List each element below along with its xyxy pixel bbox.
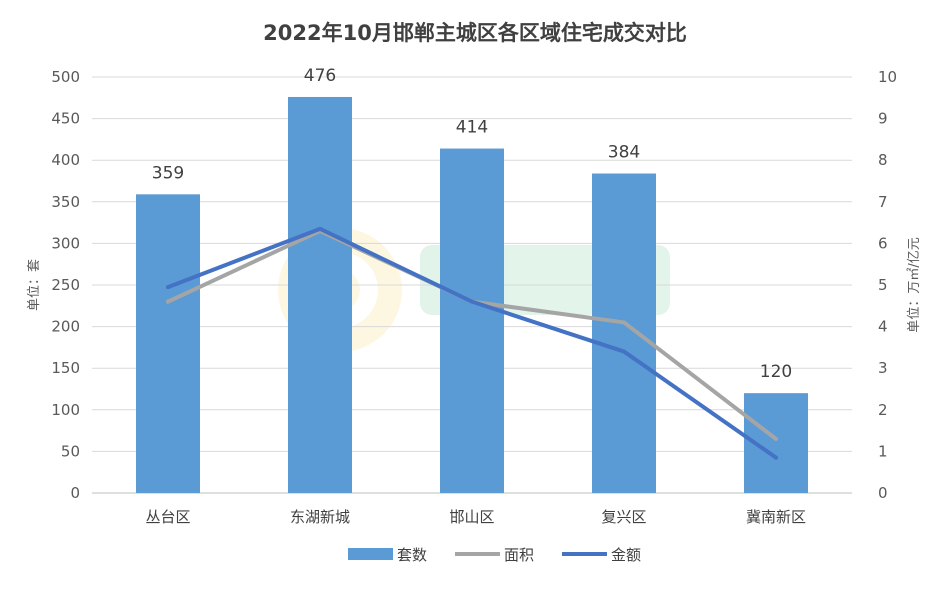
line-point	[622, 349, 626, 354]
bar-data-label: 414	[456, 118, 488, 138]
right-tick-label: 1	[878, 442, 888, 460]
legend-label: 金额	[611, 546, 641, 564]
right-tick-label: 4	[878, 318, 888, 336]
left-tick-label: 350	[51, 193, 80, 211]
line-point	[774, 436, 778, 441]
left-tick-label: 400	[51, 151, 80, 169]
chart-title: 2022年10月邯郸主城区各区域住宅成交对比	[263, 21, 687, 45]
bar	[136, 194, 200, 493]
line-point	[470, 299, 474, 304]
line-point	[622, 320, 626, 325]
legend-label: 套数	[397, 546, 427, 564]
left-tick-label: 250	[51, 276, 80, 294]
bar	[440, 148, 504, 493]
left-tick-label: 200	[51, 318, 80, 336]
legend-label: 面积	[504, 546, 534, 564]
line-point	[166, 285, 170, 290]
right-tick-label: 6	[878, 234, 888, 252]
left-axis-title: 单位：套	[26, 259, 42, 311]
line-point	[774, 455, 778, 460]
left-tick-label: 150	[51, 359, 80, 377]
right-tick-label: 0	[878, 484, 888, 502]
left-tick-label: 450	[51, 110, 80, 128]
left-tick-label: 300	[51, 234, 80, 252]
right-axis-title: 单位：万㎡/亿元	[907, 237, 922, 332]
right-tick-label: 7	[878, 193, 888, 211]
right-tick-label: 8	[878, 151, 888, 169]
right-tick-label: 9	[878, 110, 888, 128]
line-point	[318, 226, 322, 231]
left-tick-label: 50	[61, 442, 80, 460]
legend: 套数 面积 金额	[348, 546, 641, 564]
bar	[592, 173, 656, 493]
bar	[288, 96, 352, 493]
bar-series	[136, 96, 808, 493]
right-tick-label: 3	[878, 359, 888, 377]
bar-data-label: 384	[608, 143, 640, 163]
category-label: 邯山区	[449, 508, 494, 526]
bar-data-label: 120	[760, 362, 792, 382]
left-tick-label: 500	[51, 68, 80, 86]
category-label: 东湖新城	[290, 508, 350, 526]
bar-data-labels: 359 476 414 384 120	[152, 66, 792, 382]
bar-data-label: 359	[152, 163, 184, 183]
right-tick-label: 10	[878, 68, 897, 86]
category-labels: 丛台区 东湖新城 邯山区 复兴区 冀南新区	[145, 508, 806, 526]
category-label: 复兴区	[601, 508, 646, 526]
line-series	[166, 226, 778, 460]
right-axis-ticks: 0 1 2 3 4 5 6 7 8 9 10	[878, 68, 897, 502]
left-axis-ticks: 0 50 100 150 200 250 300 350 400 450 500	[51, 68, 80, 502]
line-point	[166, 299, 170, 304]
category-label: 冀南新区	[746, 508, 806, 526]
left-tick-label: 100	[51, 401, 80, 419]
category-label: 丛台区	[145, 508, 190, 526]
bar-data-label: 476	[304, 66, 336, 86]
left-tick-label: 0	[70, 484, 80, 502]
right-tick-label: 2	[878, 401, 888, 419]
right-tick-label: 5	[878, 276, 888, 294]
legend-swatch-套数	[348, 548, 393, 560]
